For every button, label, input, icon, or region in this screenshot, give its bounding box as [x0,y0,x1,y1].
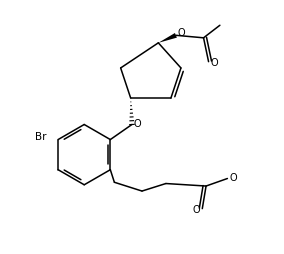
Text: Br: Br [35,132,47,142]
Text: O: O [134,119,141,129]
Polygon shape [158,33,177,43]
Text: O: O [193,205,200,215]
Text: O: O [210,58,218,68]
Text: O: O [229,173,237,183]
Text: O: O [178,28,185,38]
